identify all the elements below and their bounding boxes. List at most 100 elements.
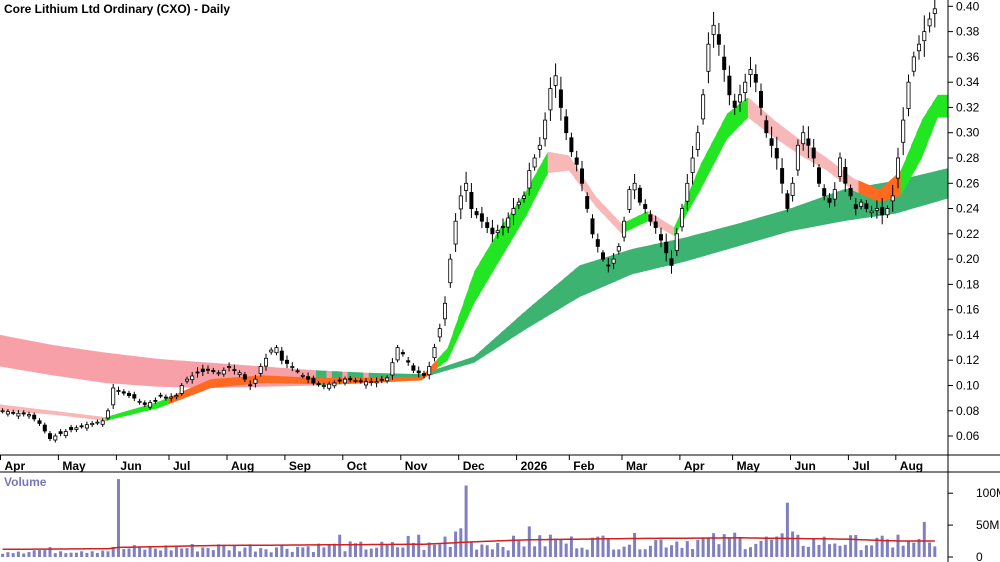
volume-bar [59, 551, 63, 557]
candle-body [780, 168, 785, 184]
volume-bar [785, 502, 789, 557]
candle-body [479, 213, 484, 222]
candle-body [169, 396, 174, 399]
ribbon-segment [73, 348, 80, 380]
ribbon-segment [937, 94, 944, 118]
candle-body [295, 370, 300, 373]
volume-bar [433, 544, 436, 557]
ribbon-segment [531, 300, 538, 326]
ribbon-segment [853, 178, 859, 194]
volume-bar [764, 536, 768, 557]
candle-body [327, 383, 332, 389]
candle-body [448, 258, 453, 284]
candle-body [932, 8, 937, 14]
volume-bar [696, 539, 700, 557]
ribbon-segment [463, 286, 470, 327]
volume-bar [243, 547, 247, 557]
candle-body [806, 138, 811, 146]
candle-body [901, 119, 906, 143]
ribbon-segment [57, 345, 64, 377]
ribbon-segment [294, 376, 301, 384]
ribbon-segment [595, 258, 601, 291]
volume-bar [143, 549, 147, 557]
volume-bar [554, 538, 558, 557]
ribbon-segment [632, 247, 638, 275]
ribbon-segment [142, 404, 148, 412]
volume-y-tick-label: 50M [976, 518, 999, 532]
candle-body [406, 360, 411, 363]
ribbon-segment [584, 179, 591, 199]
volume-bar [806, 546, 810, 557]
ribbon-segment [742, 220, 749, 245]
x-tick-label: 2026 [521, 459, 548, 473]
candle-body [574, 157, 579, 165]
volume-bar [206, 548, 210, 557]
candle-body [464, 182, 469, 191]
candle-body [348, 378, 353, 381]
ribbon-segment [726, 109, 733, 139]
volume-bar [1, 553, 5, 557]
volume-bar [475, 549, 479, 557]
volume-bar [691, 549, 695, 557]
candle-body [669, 258, 674, 266]
candle-body [211, 369, 216, 372]
candle-body [400, 352, 405, 355]
candle-body [506, 217, 511, 228]
volume-bar [148, 546, 152, 557]
ribbon-segment [321, 377, 327, 385]
volume-bar [801, 545, 805, 557]
ribbon-segment [553, 152, 559, 173]
volume-bar [864, 545, 868, 557]
volume-bar [833, 543, 837, 557]
ribbon-segment [215, 378, 222, 388]
volume-bar [180, 548, 184, 557]
candle-body [727, 75, 732, 96]
volume-bar [654, 540, 658, 557]
candle-body [564, 116, 569, 134]
volume-bar [290, 551, 294, 557]
ribbon-segment [700, 154, 707, 190]
candle-body [432, 347, 437, 359]
ribbon-segment [579, 263, 585, 297]
ribbon-segment [658, 242, 664, 268]
candle-body [469, 191, 474, 209]
volume-bar [485, 545, 489, 557]
volume-bar [638, 549, 642, 557]
candle-body [622, 220, 627, 238]
volume-bar [633, 533, 637, 557]
candle-body [221, 369, 226, 375]
ribbon-segment [584, 262, 591, 295]
y-tick-label: 0.12 [956, 353, 980, 367]
y-tick-label: 0.38 [956, 25, 980, 39]
volume-bar [490, 549, 494, 557]
volume-bar [127, 548, 131, 557]
candle-body [332, 382, 337, 387]
candle-body [764, 120, 769, 134]
ribbon-segment [547, 151, 554, 174]
volume-bar [506, 550, 510, 557]
ribbon-segment [711, 134, 717, 170]
ribbon-segment [616, 252, 622, 282]
ribbon-segment [942, 168, 949, 200]
candle-body [627, 189, 632, 210]
ribbon-segment [821, 195, 828, 226]
ribbon-segment [700, 232, 707, 258]
ribbon-segment [768, 213, 775, 238]
candle-body [558, 89, 563, 108]
candle-body [580, 168, 585, 184]
ribbon-segment [679, 237, 686, 263]
volume-bar [53, 553, 57, 557]
ribbon-segment [452, 317, 459, 349]
ribbon-segment [531, 170, 538, 205]
volume-bar [701, 537, 705, 557]
candle-body [205, 368, 210, 371]
ribbon-segment [526, 305, 533, 329]
candle-body [843, 166, 848, 184]
volume-bar [411, 542, 415, 557]
volume-bar [275, 547, 278, 557]
volume-bar [843, 544, 847, 557]
candle-body [153, 399, 158, 402]
volume-bar [596, 536, 600, 557]
volume-bar [438, 544, 442, 557]
ribbon-segment [753, 101, 759, 126]
